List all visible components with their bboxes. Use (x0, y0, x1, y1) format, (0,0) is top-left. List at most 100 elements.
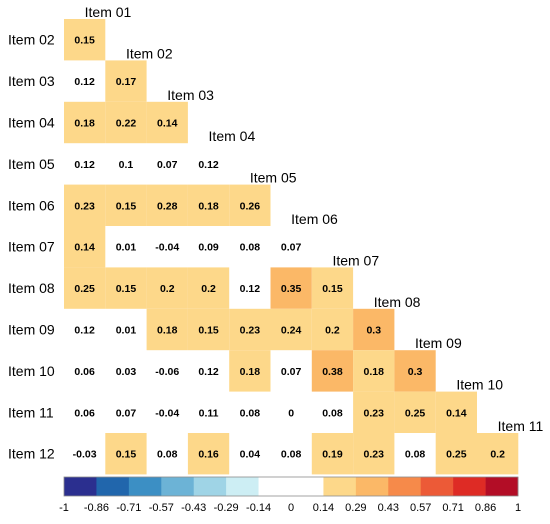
cell-value-label: 0.07 (116, 407, 137, 419)
cell-value-label: 0.06 (74, 407, 95, 419)
legend-swatch (193, 477, 227, 496)
heatmap-cell (64, 184, 106, 226)
legend-swatch (355, 477, 389, 496)
cell-value-label: -0.03 (73, 449, 97, 461)
heatmap-cell (64, 267, 106, 309)
column-label: Item 08 (374, 294, 421, 310)
heatmap-cell (105, 101, 147, 144)
heatmap-cell (353, 350, 395, 392)
cell-value-label: -0.06 (155, 366, 179, 378)
heatmap-cell (146, 184, 188, 226)
heatmap-cell (146, 267, 188, 309)
cell-value-label: 0.06 (74, 366, 95, 378)
heatmap-cell (105, 184, 147, 226)
heatmap-cell (105, 60, 147, 102)
cell-value-label: 0.09 (198, 242, 219, 254)
heatmap-cell (311, 350, 354, 392)
color-legend: -1 -0.86 -0.71 -0.57 -0.43 -0.29 -0.14 0 0.14 0.2… (59, 476, 521, 514)
cell-value-label: 0.23 (74, 200, 95, 212)
row-label: Item 06 (8, 197, 55, 213)
legend-swatch (291, 477, 324, 496)
column-label: Item 03 (167, 87, 214, 103)
row-label: Item 10 (8, 363, 55, 379)
cell-value-label: 0.08 (281, 449, 302, 461)
legend-tick-label: 0 (288, 502, 294, 514)
legend-swatch (388, 477, 422, 496)
legend-tick-label: 0.71 (442, 502, 463, 514)
cell-value-label: 0.3 (366, 325, 381, 337)
column-label: Item 06 (291, 211, 338, 227)
column-label: Item 02 (126, 45, 173, 61)
cell-value-label: 0.12 (198, 366, 219, 378)
cell-value-label: 0.12 (74, 76, 95, 88)
legend-frame (63, 476, 519, 497)
legend-swatch (420, 477, 454, 496)
heatmap-cell (311, 308, 354, 351)
column-label: Item 01 (85, 4, 132, 20)
cell-value-label: 0.2 (160, 283, 175, 295)
row-label: Item 05 (8, 156, 55, 172)
legend-tick-label: -0.43 (181, 502, 206, 514)
cell-value-label: 0.2 (490, 449, 505, 461)
cell-value-label: 0.38 (322, 366, 343, 378)
cell-value-label: 0.14 (157, 118, 178, 130)
heatmap-cell (187, 184, 230, 226)
row-label: Item 03 (8, 73, 55, 89)
heatmap-cell (105, 267, 147, 309)
legend-tick-label: 0.57 (410, 502, 431, 514)
column-label: Item 04 (209, 128, 256, 144)
cell-value-label: 0.08 (240, 407, 261, 419)
column-label: Item 07 (332, 252, 379, 268)
cell-value-label: 0.2 (201, 283, 216, 295)
heatmap-cell (64, 19, 106, 61)
legend-swatch (323, 477, 357, 496)
cell-value-label: 0.15 (116, 200, 137, 212)
heatmap-cell (105, 433, 147, 475)
heatmap-cell (229, 350, 271, 392)
legend-tick-label: 0.29 (345, 502, 366, 514)
cell-value-label: 0.18 (74, 118, 95, 130)
cell-value-label: 0.35 (281, 283, 302, 295)
cell-value-label: 0.07 (281, 366, 302, 378)
heatmap-cell (229, 308, 271, 351)
heatmap-cell (270, 308, 312, 351)
cell-value-label: 0.1 (119, 159, 134, 171)
legend-swatch (485, 477, 519, 496)
cell-value-label: 0.26 (240, 200, 261, 212)
heatmap-cell (187, 433, 230, 475)
heatmap-cell (435, 433, 477, 475)
cell-value-label: 0.18 (240, 366, 261, 378)
row-label: Item 12 (8, 446, 55, 462)
column-label: Item 05 (250, 170, 297, 186)
heatmap-cells (64, 19, 519, 475)
cell-value-label: 0.18 (157, 325, 178, 337)
row-label: Item 11 (8, 404, 54, 420)
heatmap-cell (146, 308, 188, 351)
column-label: Item 09 (415, 335, 462, 351)
heatmap-cell (353, 433, 395, 475)
heatmap-cell (187, 308, 230, 351)
row-label: Item 04 (8, 115, 55, 131)
cell-value-label: 0.23 (364, 449, 385, 461)
cell-value-label: 0.08 (322, 407, 343, 419)
heatmap-cell (394, 350, 436, 392)
cell-value-label: 0.3 (408, 366, 423, 378)
legend-tick-label: -0.57 (149, 502, 174, 514)
column-label: Item 11 (498, 418, 544, 434)
heatmap-cell (353, 391, 395, 433)
row-label: Item 07 (8, 239, 55, 255)
heatmap-cell (435, 391, 477, 433)
cell-value-label: 0.01 (116, 325, 137, 337)
row-label: Item 08 (8, 280, 55, 296)
column-label: Item 10 (456, 377, 503, 393)
cell-value-label: 0.23 (240, 325, 261, 337)
legend-tick-label: -0.86 (84, 502, 109, 514)
cell-value-label: 0.25 (446, 449, 467, 461)
cell-value-label: 0.15 (74, 35, 95, 47)
cell-value-label: 0.07 (281, 242, 302, 254)
cell-value-label: 0.23 (364, 407, 385, 419)
cell-value-label: 0.12 (74, 159, 95, 171)
cell-value-label: 0.18 (364, 366, 385, 378)
heatmap-cell (146, 101, 188, 144)
cell-value-label: 0.08 (405, 449, 426, 461)
